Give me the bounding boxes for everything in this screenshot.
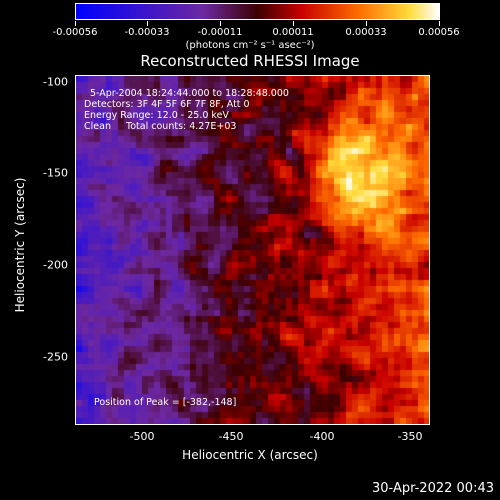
colorbar-tick xyxy=(220,21,221,26)
colorbar-tick-label: -0.00056 xyxy=(52,27,98,38)
colorbar-tick-label: -0.00033 xyxy=(124,27,170,38)
y-tick-label: -150 xyxy=(43,166,68,180)
colorbar-tick-label: 0.00011 xyxy=(272,27,314,38)
colorbar-units: (photons cm⁻² s⁻¹ asec⁻²) xyxy=(185,40,315,51)
colorbar-tick xyxy=(293,21,294,26)
x-tick-label: -400 xyxy=(309,430,335,443)
y-axis-label: Heliocentric Y (arcsec) xyxy=(13,177,27,313)
x-tick-label: -450 xyxy=(218,430,244,443)
colorbar xyxy=(75,3,440,20)
energy-range-text: Energy Range: 12.0 - 25.0 keV xyxy=(84,110,229,121)
colorbar-tick-label: 0.00056 xyxy=(418,27,460,38)
x-axis-label: Heliocentric X (arcsec) xyxy=(182,448,318,462)
colorbar-tick xyxy=(366,21,367,26)
x-tick-label: -500 xyxy=(129,430,155,443)
timestamp: 30-Apr-2022 00:43 xyxy=(372,481,494,496)
x-tick-label: -350 xyxy=(397,430,423,443)
colorbar-tick xyxy=(147,21,148,26)
y-tick-label: -200 xyxy=(43,258,68,272)
clean-counts-text: Clean Total counts: 4.27E+03 xyxy=(84,121,237,132)
colorbar-tick-label: 0.00033 xyxy=(345,27,387,38)
y-tick-label: -250 xyxy=(43,350,68,364)
colorbar-tick xyxy=(439,21,440,26)
y-tick-label: -100 xyxy=(43,75,68,89)
heatmap-image xyxy=(76,76,429,424)
colorbar-tick-label: -0.00011 xyxy=(197,27,243,38)
colorbar-tick xyxy=(75,21,76,26)
plot-title: Reconstructed RHESSI Image xyxy=(140,52,360,70)
detectors-text: Detectors: 3F 4F 5F 6F 7F 8F, Att 0 xyxy=(84,99,250,110)
time-range-text: 5-Apr-2004 18:24:44.000 to 18:28:48.000 xyxy=(90,88,289,99)
image-plot: 5-Apr-2004 18:24:44.000 to 18:28:48.000 … xyxy=(75,75,430,425)
peak-position-text: Position of Peak = [-382,-148] xyxy=(94,397,237,408)
